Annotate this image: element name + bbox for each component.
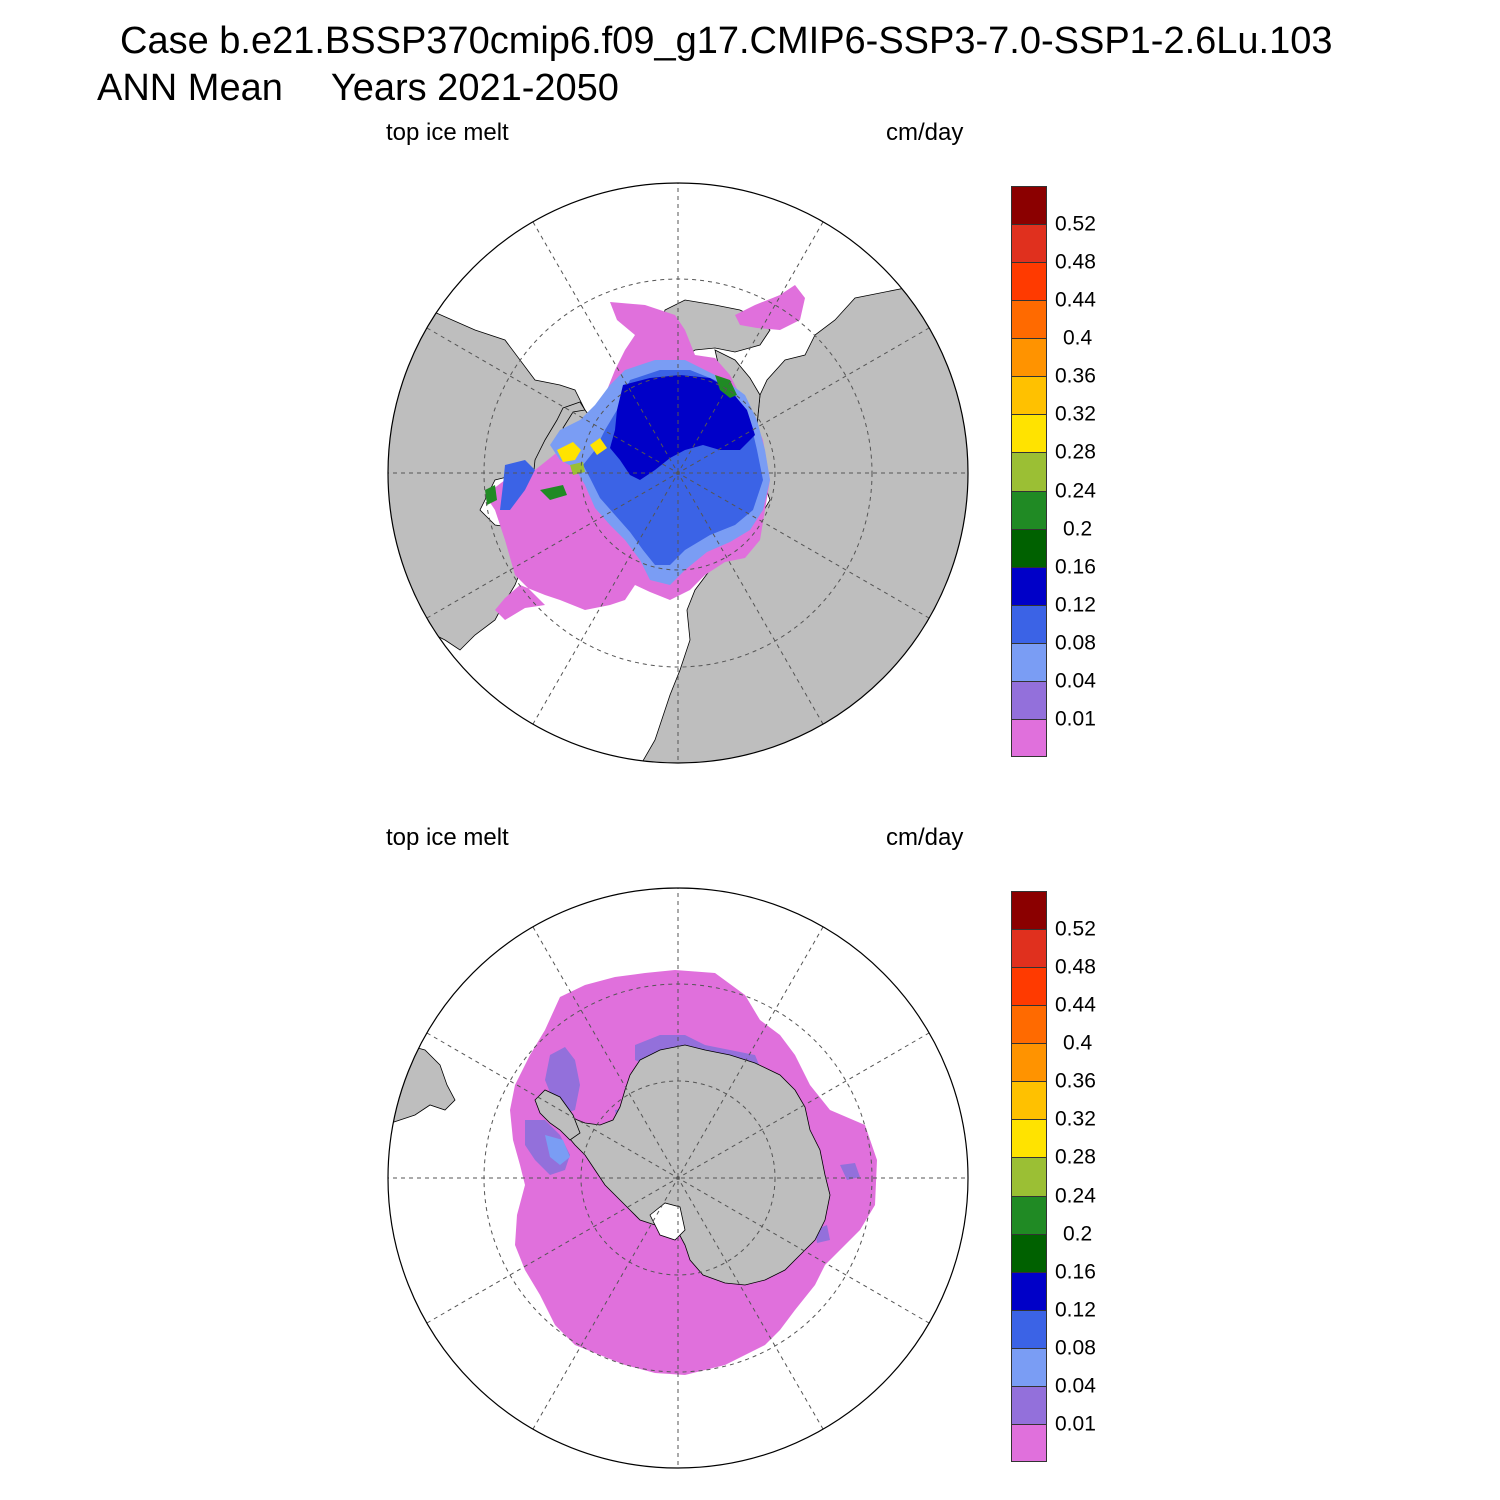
graticule — [388, 183, 968, 763]
figure-title-period: ANN Mean Years 2021-2050 — [97, 69, 619, 107]
colorbar-box — [1012, 681, 1046, 720]
colorbar-box — [1012, 1006, 1046, 1045]
north-america-land — [388, 299, 601, 651]
ice-melt-yellow — [557, 438, 607, 462]
colorbar-tick-label: 0.44 — [1055, 288, 1096, 312]
colorbar-tick-label: 0.44 — [1055, 993, 1096, 1017]
colorbar-box — [1012, 1044, 1046, 1083]
colorbar-box — [1012, 892, 1046, 931]
colorbar-box — [1012, 529, 1046, 568]
colorbar-box — [1012, 491, 1046, 530]
colorbar-box — [1012, 1234, 1046, 1273]
colorbar-tick-label: 0.01 — [1055, 707, 1096, 731]
colorbar-tick-label: 0.12 — [1055, 1298, 1096, 1322]
ice-melt-darkblue — [610, 375, 755, 480]
colorbar-tick-label: 0.28 — [1055, 440, 1096, 464]
colorbar-box — [1012, 1196, 1046, 1235]
variable-label: top ice melt — [386, 119, 509, 146]
colorbar-box — [1012, 301, 1046, 340]
colorbar-tick-label: 0.12 — [1055, 593, 1096, 617]
colorbar-tick-label: 0.24 — [1055, 479, 1096, 503]
colorbar-tick-label: 0.4 — [1063, 1031, 1093, 1055]
colorbar — [1011, 186, 1047, 757]
colorbar-tick-label: 0.08 — [1055, 631, 1096, 655]
colorbar-tick-label: 0.04 — [1055, 669, 1096, 693]
antarctic-peninsula-land — [534, 1089, 581, 1141]
figure-title-case: Case b.e21.BSSP370cmip6.f09_g17.CMIP6-SS… — [120, 20, 1333, 62]
units-label: cm/day — [886, 119, 964, 146]
colorbar-box — [1012, 187, 1046, 226]
colorbar-box — [1012, 605, 1046, 644]
colorbar-tick-label: 0.36 — [1055, 364, 1096, 388]
colorbar-box — [1012, 415, 1046, 454]
colorbar-box — [1012, 1386, 1046, 1425]
colorbar-box — [1012, 339, 1046, 378]
colorbar-tick-label: 0.01 — [1055, 1412, 1096, 1436]
graticule — [388, 888, 968, 1468]
colorbar-box — [1012, 377, 1046, 416]
years-label: Years 2021-2050 — [330, 67, 619, 109]
antarctic-panel: top ice melt cm/day — [0, 705, 1500, 1469]
colorbar-box — [1012, 453, 1046, 492]
colorbar-tick-label: 0.32 — [1055, 402, 1096, 426]
colorbar-box — [1012, 263, 1046, 302]
colorbar-tick-label: 0.2 — [1063, 1222, 1093, 1246]
colorbar-box — [1012, 643, 1046, 682]
map-boundary-circle — [387, 887, 969, 1469]
colorbar-box — [1012, 1082, 1046, 1121]
colorbar-tick-label: 0.04 — [1055, 1374, 1096, 1398]
colorbar — [1011, 891, 1047, 1462]
colorbar-box — [1012, 1158, 1046, 1197]
map-boundary-circle — [387, 182, 969, 764]
colorbar-tick-label: 0.48 — [1055, 955, 1096, 979]
season-label: ANN Mean — [97, 67, 283, 109]
colorbar-tick-label: 0.52 — [1055, 917, 1096, 941]
colorbar-box — [1012, 567, 1046, 606]
colorbar-box — [1012, 1120, 1046, 1159]
colorbar-box — [1012, 1272, 1046, 1311]
ice-melt-pink-bering — [735, 285, 805, 330]
colorbar-tick-label: 0.16 — [1055, 1260, 1096, 1284]
colorbar-box — [1012, 1424, 1046, 1461]
colorbar-tick-label: 0.2 — [1063, 517, 1093, 541]
units-label: cm/day — [886, 824, 964, 851]
colorbar-tick-label: 0.16 — [1055, 555, 1096, 579]
colorbar-tick-label: 0.08 — [1055, 1336, 1096, 1360]
colorbar-tick-label: 0.48 — [1055, 250, 1096, 274]
colorbar-box — [1012, 1348, 1046, 1387]
variable-label: top ice melt — [386, 824, 509, 851]
ice-melt-lightblue-peninsula — [545, 1135, 570, 1165]
colorbar-box — [1012, 930, 1046, 969]
colorbar-tick-label: 0.4 — [1063, 326, 1093, 350]
colorbar-box — [1012, 1310, 1046, 1349]
colorbar-tick-label: 0.52 — [1055, 212, 1096, 236]
colorbar-box — [1012, 225, 1046, 264]
colorbar-tick-label: 0.28 — [1055, 1145, 1096, 1169]
colorbar-tick-label: 0.36 — [1055, 1069, 1096, 1093]
colorbar-tick-label: 0.24 — [1055, 1184, 1096, 1208]
arctic-polar-map — [387, 182, 969, 764]
colorbar-tick-label: 0.32 — [1055, 1107, 1096, 1131]
antarctic-polar-map — [387, 887, 969, 1469]
colorbar-box — [1012, 968, 1046, 1007]
ice-melt-purple-coast — [615, 1035, 860, 1243]
colorbar-box — [1012, 719, 1046, 756]
arctic-panel: top ice melt cm/day — [0, 0, 1500, 764]
